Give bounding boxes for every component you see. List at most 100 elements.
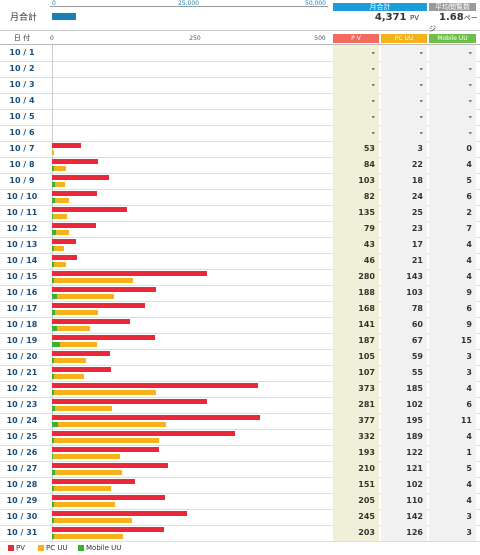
row-date-label: 10 / 3	[9, 80, 35, 89]
row-axis-line	[52, 413, 53, 429]
mobile-uu-value: 6	[429, 301, 476, 317]
mobile-uu-bar	[52, 390, 55, 395]
pc-uu-value: 102	[381, 477, 427, 493]
pv-bar	[52, 255, 78, 260]
row-date-label: 10 / 13	[6, 240, 38, 249]
pc-uu-bar	[54, 166, 67, 171]
axis-tick-0: 0	[50, 35, 54, 42]
row-date-label: 10 / 26	[6, 448, 38, 457]
row-axis-line	[52, 461, 53, 477]
pc-uu-bar	[54, 486, 111, 491]
mobile-uu-bar	[52, 198, 56, 203]
table-row: 10 / 12 79 23 7	[0, 221, 480, 238]
pv-bar	[52, 527, 165, 532]
mobile-uu-value: 4	[429, 381, 476, 397]
row-date-label: 10 / 1	[9, 48, 35, 57]
pv-value: -	[333, 93, 379, 109]
pc-uu-value: 121	[381, 461, 427, 477]
mobile-uu-value: -	[429, 109, 476, 125]
row-axis-line	[52, 189, 53, 205]
mobile-column-head: Mobile UU	[429, 34, 476, 43]
table-row: 10 / 13 43 17 4	[0, 237, 480, 254]
pv-bar	[52, 207, 127, 212]
pv-value: 103	[333, 173, 379, 189]
pv-value: -	[333, 61, 379, 77]
mobile-uu-value: 4	[429, 253, 476, 269]
pv-value: 105	[333, 349, 379, 365]
pc-uu-bar	[53, 518, 133, 523]
chart-legend: PV PC UU Mobile UU	[0, 541, 480, 555]
table-row: 10 / 28 151 102 4	[0, 477, 480, 494]
axis-tick-500: 500	[314, 35, 326, 42]
row-date-label: 10 / 19	[6, 336, 38, 345]
mobile-uu-value: -	[429, 93, 476, 109]
pv-bar	[52, 447, 159, 452]
row-axis-line	[52, 525, 53, 541]
table-row: 10 / 2---	[0, 61, 480, 78]
row-axis-line	[52, 397, 53, 413]
summary-total-bar	[52, 13, 77, 20]
pv-bar	[52, 303, 145, 308]
table-row: 10 / 7 53 3 0	[0, 141, 480, 158]
pv-value: -	[333, 45, 379, 61]
mobile-uu-value: -	[429, 77, 476, 93]
pv-value: 332	[333, 429, 379, 445]
mobile-uu-bar	[52, 310, 56, 315]
pc-uu-value: 103	[381, 285, 427, 301]
row-axis-line	[52, 509, 53, 525]
pv-value: 281	[333, 397, 379, 413]
pc-uu-bar	[53, 374, 84, 379]
pc-column-head: PC UU	[381, 34, 427, 43]
row-date-label: 10 / 15	[6, 272, 38, 281]
row-axis-line	[52, 317, 53, 333]
table-row: 10 / 24 377 195 11	[0, 413, 480, 430]
mobile-uu-bar	[52, 422, 59, 427]
summary-scale-tick-0: 0	[52, 0, 56, 7]
row-date-label: 10 / 27	[6, 464, 38, 473]
pv-bar	[52, 239, 76, 244]
pc-uu-value: -	[381, 45, 427, 61]
table-row: 10 / 29 205 110 4	[0, 493, 480, 510]
table-row: 10 / 17 168 78 6	[0, 301, 480, 318]
pc-uu-value: 195	[381, 413, 427, 429]
row-date-label: 10 / 17	[6, 304, 38, 313]
mobile-uu-value: 3	[429, 509, 476, 525]
mobile-uu-bar	[52, 278, 55, 283]
pv-bar	[52, 335, 156, 340]
pc-uu-bar	[60, 342, 98, 347]
summary-scale-axis	[50, 6, 328, 7]
row-axis-line	[52, 493, 53, 509]
avg-value: 1.68	[439, 12, 464, 23]
row-axis-line	[52, 109, 53, 125]
mobile-uu-bar	[52, 534, 54, 539]
pv-value: 79	[333, 221, 379, 237]
pc-uu-bar	[54, 182, 65, 187]
row-axis-line	[52, 173, 53, 189]
pc-uu-value: 59	[381, 349, 427, 365]
table-row: 10 / 11 135 25 2	[0, 205, 480, 222]
pv-value: 280	[333, 269, 379, 285]
pc-uu-bar	[54, 438, 159, 443]
mobile-uu-value: 3	[429, 365, 476, 381]
mobile-uu-bar	[52, 358, 54, 363]
summary-scale-tick-1: 25,000	[178, 0, 199, 7]
row-axis-line	[52, 285, 53, 301]
table-row: 10 / 19 187 67 15	[0, 333, 480, 350]
pc-uu-bar	[58, 422, 166, 427]
pv-bar	[52, 383, 258, 388]
pc-uu-value: 185	[381, 381, 427, 397]
mobile-uu-bar	[52, 518, 54, 523]
avg-unit: ページ	[429, 14, 478, 33]
mobile-uu-bar	[52, 454, 53, 459]
pc-uu-bar	[56, 294, 114, 299]
row-axis-line	[52, 253, 53, 269]
table-row: 10 / 5---	[0, 109, 480, 126]
pc-uu-value: 67	[381, 333, 427, 349]
pv-value: 205	[333, 493, 379, 509]
mobile-uu-bar	[52, 438, 55, 443]
mobile-uu-value: 15	[429, 333, 476, 349]
mobile-uu-value: 9	[429, 317, 476, 333]
mobile-uu-value: 4	[429, 493, 476, 509]
pc-uu-value: -	[381, 93, 427, 109]
row-date-label: 10 / 23	[6, 400, 38, 409]
